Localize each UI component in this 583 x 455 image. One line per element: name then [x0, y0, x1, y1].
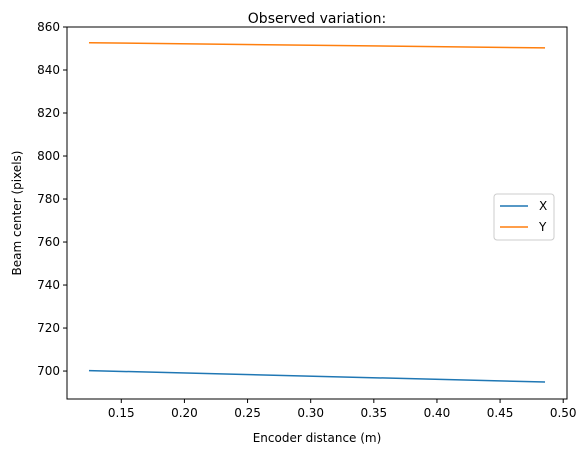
x-tick-label: 0.30	[297, 406, 324, 420]
x-tick-label: 0.15	[108, 406, 135, 420]
x-tick-label: 0.35	[360, 406, 387, 420]
series-layer	[88, 41, 546, 383]
x-tick-label: 0.25	[234, 406, 261, 420]
y-tick-label: 780	[37, 192, 60, 206]
series-line-y	[88, 41, 546, 49]
series-line-x	[88, 369, 546, 383]
y-tick-label: 820	[37, 106, 60, 120]
y-tick-label: 700	[37, 364, 60, 378]
y-tick-label: 840	[37, 63, 60, 77]
y-tick-label: 860	[37, 20, 60, 34]
x-tick-label: 0.20	[171, 406, 198, 420]
legend-label-x: X	[539, 199, 547, 213]
x-axis: 0.15 0.20 0.25 0.30 0.35 0.40 0.45 0.50	[108, 399, 577, 420]
x-tick-label: 0.40	[424, 406, 451, 420]
chart-title: Observed variation:	[248, 11, 386, 27]
x-tick-label: 0.45	[487, 406, 514, 420]
legend-label-y: Y	[538, 220, 547, 234]
y-tick-label: 760	[37, 235, 60, 249]
x-axis-label: Encoder distance (m)	[253, 431, 382, 445]
x-tick-label: 0.50	[550, 406, 577, 420]
y-tick-label: 720	[37, 321, 60, 335]
y-axis: 700 720 740 760 780 800 820 840 860	[37, 20, 67, 378]
y-tick-label: 800	[37, 149, 60, 163]
y-tick-label: 740	[37, 278, 60, 292]
plot-frame	[66, 26, 568, 400]
y-axis-label: Beam center (pixels)	[10, 151, 24, 276]
legend: X Y	[493, 193, 555, 241]
